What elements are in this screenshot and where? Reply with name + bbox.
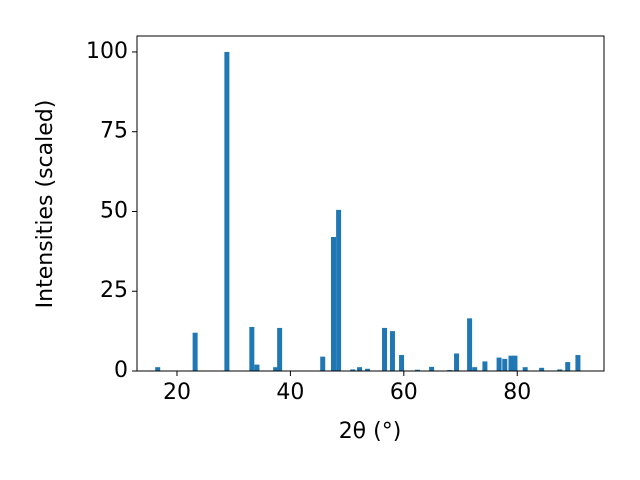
- bar: [389, 331, 395, 371]
- bar: [429, 366, 435, 371]
- bar: [522, 367, 528, 371]
- x-tick-label: 80: [503, 380, 531, 405]
- bar: [192, 332, 198, 371]
- x-tick-label: 40: [276, 380, 304, 405]
- x-tick-label: 20: [163, 380, 191, 405]
- bar: [399, 355, 405, 371]
- bar: [467, 318, 473, 371]
- bar: [320, 356, 326, 371]
- bar: [249, 326, 255, 371]
- x-axis-label: 2θ (°): [339, 419, 402, 444]
- bar: [273, 367, 279, 371]
- bar: [557, 369, 563, 371]
- bar: [155, 367, 161, 371]
- bar: [414, 369, 420, 371]
- bar: [502, 358, 508, 371]
- bar: [512, 355, 518, 371]
- x-tick-label: 60: [390, 380, 418, 405]
- bar: [472, 367, 478, 371]
- y-tick-label: 50: [100, 198, 128, 223]
- bar: [350, 369, 356, 371]
- bar: [224, 51, 230, 371]
- bar: [454, 353, 460, 371]
- bar: [565, 362, 571, 371]
- y-tick-label: 0: [114, 358, 128, 383]
- bar: [539, 367, 545, 371]
- y-axis-label: Intensities (scaled): [33, 100, 58, 309]
- bar: [496, 357, 502, 371]
- bar: [277, 327, 283, 371]
- y-tick-label: 25: [100, 278, 128, 303]
- plot-frame: [136, 35, 605, 372]
- bar: [575, 355, 581, 371]
- bar: [365, 368, 371, 371]
- y-tick-label: 75: [100, 119, 128, 144]
- bar: [508, 355, 514, 371]
- bar: [330, 237, 336, 371]
- y-tick-label: 100: [86, 39, 128, 64]
- bar: [336, 209, 342, 371]
- bar: [382, 327, 388, 371]
- bar: [357, 367, 363, 371]
- bar: [482, 361, 488, 371]
- bar: [254, 364, 260, 371]
